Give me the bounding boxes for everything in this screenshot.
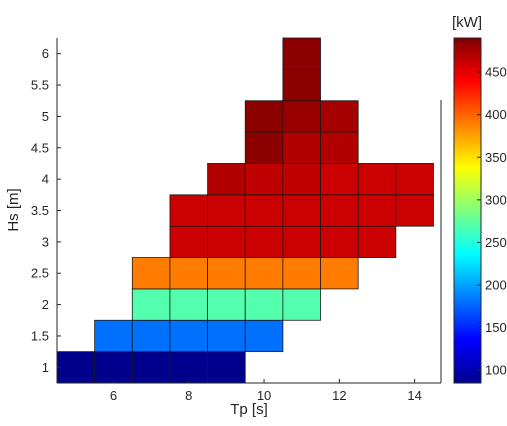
x-tick-label: 14 bbox=[407, 388, 421, 403]
heatmap-cell bbox=[131, 351, 171, 384]
heatmap-cell bbox=[169, 194, 208, 227]
heatmap-cell bbox=[282, 37, 321, 70]
y-tick-label: 4 bbox=[42, 172, 49, 187]
x-tick-label: 8 bbox=[185, 388, 192, 403]
heatmap-cell bbox=[169, 288, 208, 321]
heatmap-cell bbox=[131, 319, 171, 353]
heatmap-cell bbox=[357, 225, 397, 258]
heatmap-cell bbox=[169, 319, 208, 353]
colorbar-tick-label: 1500 bbox=[485, 320, 507, 335]
y-tick-label: 3 bbox=[42, 234, 49, 249]
colorbar-tick-label: 2000 bbox=[485, 278, 507, 293]
heatmap-cell bbox=[244, 319, 284, 353]
heatmap-cell bbox=[244, 257, 284, 290]
heatmap-cell bbox=[131, 257, 171, 290]
y-tick-label: 3.5 bbox=[31, 203, 49, 218]
heatmap-cell bbox=[207, 163, 246, 196]
colorbar-ticks: 1000 1500 2000 2500 3000 3500 4000 4500 bbox=[477, 65, 507, 378]
heatmap-cell bbox=[282, 100, 321, 133]
heatmap-cell bbox=[169, 257, 208, 290]
heatmap-cell bbox=[395, 163, 434, 196]
colorbar-tick-label: 4500 bbox=[485, 65, 507, 80]
y-tick-label: 5 bbox=[42, 109, 49, 124]
heatmap-cell bbox=[282, 131, 321, 164]
heatmap-cell bbox=[207, 288, 246, 321]
y-tick-label: 6 bbox=[42, 46, 49, 61]
colorbar bbox=[453, 37, 482, 384]
heatmap-cell bbox=[244, 100, 284, 133]
y-tick-label: 2.5 bbox=[31, 266, 49, 281]
heatmap-cell bbox=[282, 68, 321, 102]
heatmap-cell bbox=[320, 131, 359, 164]
heatmap-cell bbox=[94, 351, 133, 384]
heatmap-cell bbox=[94, 319, 133, 353]
x-axis-label: Tp [s] bbox=[230, 401, 268, 418]
y-tick-label: 5.5 bbox=[31, 78, 49, 93]
heatmap-cell bbox=[282, 288, 321, 321]
heatmap-cell bbox=[357, 194, 397, 227]
x-tick-label: 6 bbox=[110, 388, 117, 403]
y-tick-label: 4.5 bbox=[31, 140, 49, 155]
heatmap-cell bbox=[320, 225, 359, 258]
y-axis-label: Hs [m] bbox=[5, 188, 22, 231]
x-tick-label: 10 bbox=[257, 388, 271, 403]
heatmap-cell bbox=[320, 100, 359, 133]
y-axis-ticks: 1 1.5 2 2.5 3 3.5 4 4.5 5 5.5 6 bbox=[31, 46, 61, 375]
heatmap-cell bbox=[131, 288, 171, 321]
heatmap-cell bbox=[244, 194, 284, 227]
heatmap-cell bbox=[207, 194, 246, 227]
heatmap-cells bbox=[56, 37, 434, 384]
heatmap-cell bbox=[357, 163, 397, 196]
heatmap-cell bbox=[244, 131, 284, 164]
heatmap-cell bbox=[207, 225, 246, 258]
colorbar-tick-label: 3500 bbox=[485, 150, 507, 165]
y-tick-label: 1 bbox=[42, 360, 49, 375]
heatmap-cell bbox=[282, 257, 321, 290]
y-tick-label: 2 bbox=[42, 297, 49, 312]
colorbar-unit-label: [kW] bbox=[452, 14, 482, 31]
heatmap-cell bbox=[395, 194, 434, 227]
heatmap-cell bbox=[320, 257, 359, 290]
heatmap-cell bbox=[320, 194, 359, 227]
heatmap-cell bbox=[207, 351, 246, 384]
x-tick-label: 12 bbox=[332, 388, 346, 403]
heatmap-cell bbox=[207, 319, 246, 353]
colorbar-tick-label: 4000 bbox=[485, 107, 507, 122]
y-tick-label: 1.5 bbox=[31, 328, 49, 343]
x-axis-ticks: 6 8 10 12 14 bbox=[110, 379, 422, 403]
colorbar-tick-label: 3000 bbox=[485, 192, 507, 207]
colorbar-tick-label: 1000 bbox=[485, 363, 507, 378]
heatmap-cell bbox=[320, 163, 359, 196]
heatmap-cell bbox=[207, 257, 246, 290]
heatmap-cell bbox=[244, 163, 284, 196]
heatmap-cell bbox=[169, 225, 208, 258]
heatmap-cell bbox=[282, 194, 321, 227]
colorbar-tick-label: 2500 bbox=[485, 235, 507, 250]
heatmap-cell bbox=[244, 288, 284, 321]
heatmap-cell bbox=[169, 351, 208, 384]
heatmap-cell bbox=[282, 225, 321, 258]
heatmap-cell bbox=[282, 163, 321, 196]
heatmap-cell bbox=[244, 225, 284, 258]
heatmap-cell bbox=[56, 351, 96, 384]
